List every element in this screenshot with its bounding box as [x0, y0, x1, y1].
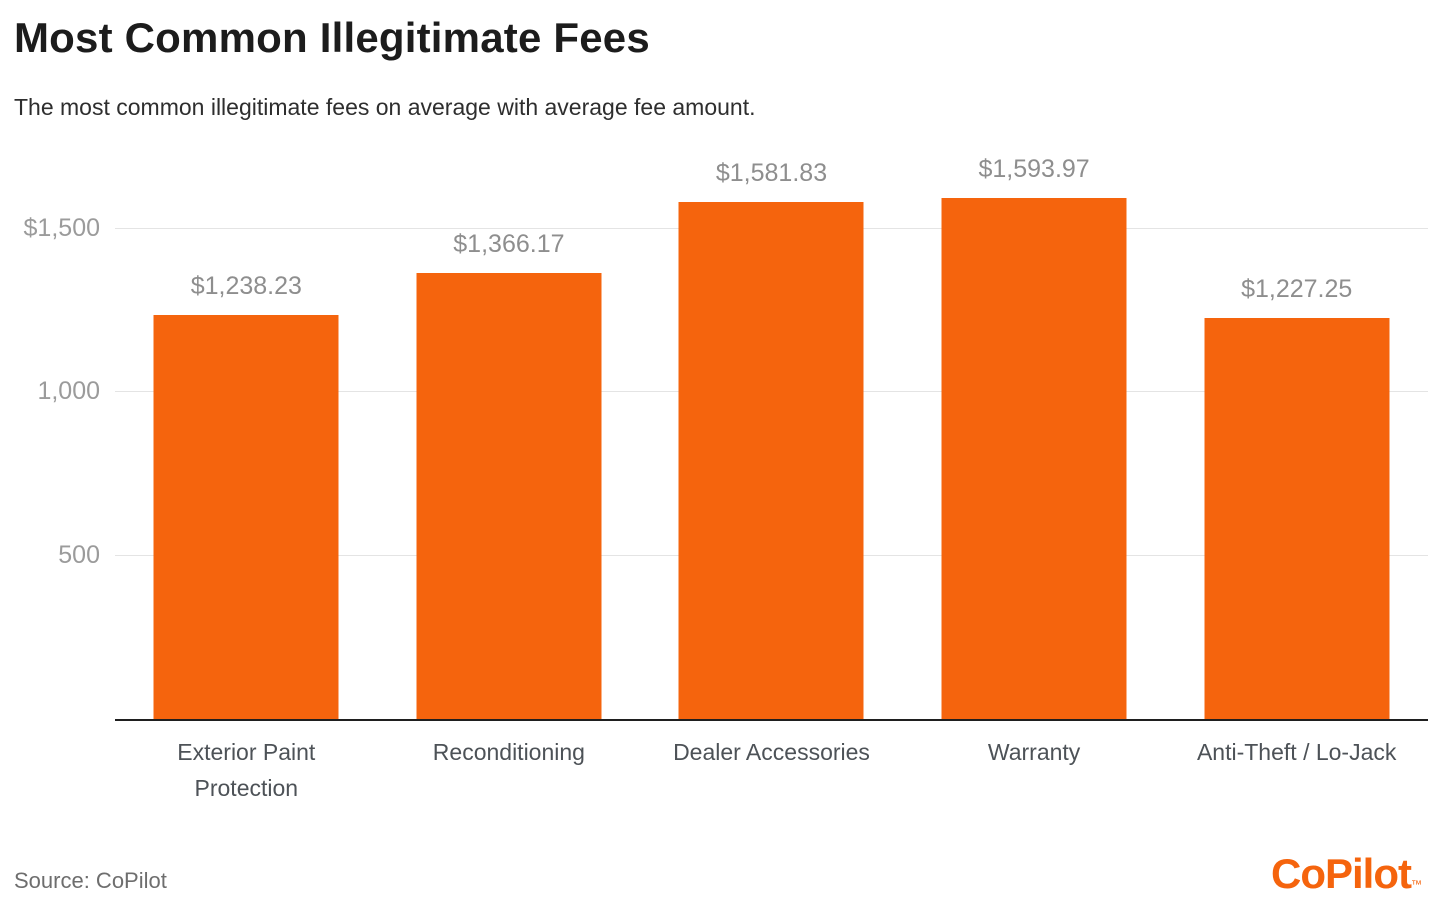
copilot-logo: CoPilot™: [1271, 850, 1422, 898]
y-tick-label-1000: 1,000: [37, 377, 100, 406]
bar-chart-plot-area: $1,238.23 $1,366.17 $1,581.83 $1,593.97 $1,2…: [115, 155, 1428, 721]
x-category-label: Reconditioning: [432, 739, 585, 765]
bar-column: $1,581.83: [640, 159, 903, 719]
bar-column: $1,238.23: [115, 159, 378, 719]
bar-value-label: $1,581.83: [715, 159, 828, 188]
copilot-logo-text: CoPilot: [1271, 850, 1412, 897]
x-axis-labels: Exterior Paint Protection Reconditioning D…: [115, 734, 1428, 824]
bar-value-label: $1,593.97: [978, 155, 1090, 184]
y-tick-label-1500: $1,500: [23, 214, 100, 242]
bar-reconditioning: [416, 272, 602, 719]
bar-value-label: $1,227.25: [1241, 275, 1353, 304]
bar-anti-theft-lo-jack: [1204, 318, 1390, 719]
x-category-label: Dealer Accessories: [673, 739, 870, 765]
x-category-label: Exterior Paint Protection: [177, 739, 316, 801]
bar-column: $1,366.17: [378, 159, 641, 719]
y-tick-label-500: 500: [58, 540, 100, 569]
bar-column: $1,593.97: [903, 155, 1166, 719]
bar-warranty: [941, 198, 1127, 719]
source-note: Source: CoPilot: [14, 868, 167, 893]
bar-value-label: $1,238.23: [190, 271, 302, 300]
bar-column: $1,227.25: [1165, 159, 1428, 719]
copilot-logo-trademark: ™: [1411, 879, 1422, 891]
bar-exterior-paint-protection: [153, 314, 339, 719]
x-category-label: Warranty: [987, 739, 1081, 765]
chart-subtitle: The most common illegitimate fees on ave…: [14, 94, 756, 120]
x-category-label: Anti-Theft / Lo-Jack: [1196, 739, 1397, 765]
bar-dealer-accessories: [678, 202, 864, 719]
chart-title: Most Common Illegitimate Fees: [14, 14, 650, 61]
bar-value-label: $1,366.17: [453, 229, 565, 258]
